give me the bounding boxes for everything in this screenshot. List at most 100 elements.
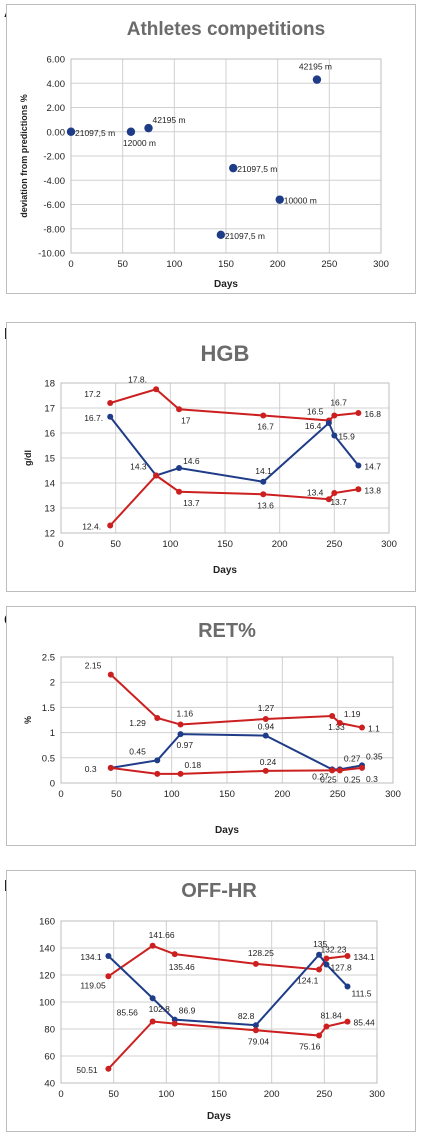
data-point bbox=[107, 764, 114, 771]
data-point bbox=[154, 770, 161, 777]
data-label: 17.2 bbox=[84, 389, 101, 399]
data-point bbox=[153, 386, 160, 393]
data-point bbox=[323, 1023, 330, 1030]
data-label: 85.44 bbox=[354, 1018, 376, 1028]
data-label: 12.4. bbox=[82, 522, 101, 532]
data-point bbox=[176, 406, 183, 413]
y-tick-label: 13 bbox=[44, 504, 55, 515]
data-point bbox=[149, 1018, 156, 1025]
data-label: 0.35 bbox=[366, 751, 383, 761]
data-label: 16.5 bbox=[307, 407, 324, 417]
data-label: 0.3 bbox=[85, 764, 97, 774]
data-point bbox=[176, 465, 183, 471]
data-point bbox=[252, 1027, 259, 1034]
x-tick-label: 50 bbox=[108, 1089, 119, 1100]
chart-a: Athletes competitions -10.00 -8.00 -6.00 -4.… bbox=[19, 19, 389, 290]
data-label: 124.1 bbox=[297, 975, 319, 985]
y-tick-label: -2.00 bbox=[43, 152, 65, 163]
x-tick-label: 150 bbox=[217, 539, 233, 550]
data-point bbox=[149, 995, 156, 1002]
data-label: 1.16 bbox=[177, 709, 194, 719]
x-tick-label: 50 bbox=[111, 789, 122, 800]
data-label: 85.56 bbox=[117, 1007, 139, 1017]
x-axis-label: Days bbox=[207, 1111, 231, 1122]
data-point bbox=[331, 432, 338, 439]
y-tick-label: 14 bbox=[44, 479, 55, 490]
series-line bbox=[110, 733, 363, 771]
data-point bbox=[344, 983, 351, 990]
data-label: 13.4 bbox=[307, 487, 324, 497]
data-point bbox=[260, 478, 267, 485]
data-label: 0.18 bbox=[185, 760, 202, 770]
x-axis-label: Days bbox=[214, 279, 238, 290]
data-label: 0.3 bbox=[366, 774, 378, 784]
data-label: 14.7 bbox=[364, 462, 381, 472]
series-line bbox=[107, 953, 349, 1027]
data-point bbox=[262, 715, 269, 722]
data-label: 141.66 bbox=[149, 930, 175, 940]
y-axis-label: deviation from predictions % bbox=[19, 94, 29, 218]
data-label: 111.5 bbox=[352, 988, 372, 998]
series-line bbox=[107, 944, 348, 978]
data-point bbox=[329, 767, 336, 774]
data-label: 0.24 bbox=[260, 757, 277, 767]
y-tick-label: 4.00 bbox=[47, 79, 66, 90]
data-label: 50.51 bbox=[76, 1065, 98, 1075]
y-tick-label: 100 bbox=[39, 998, 55, 1009]
data-label: 0.25 bbox=[344, 774, 361, 784]
data-label: 13.7 bbox=[330, 497, 347, 507]
y-tick-label: -4.00 bbox=[43, 176, 65, 187]
y-tick-label: 160 bbox=[39, 917, 55, 928]
data-label: 16.7 bbox=[257, 422, 274, 432]
data-point bbox=[336, 767, 343, 774]
panel-b: HGB 12 13 14 15 16 17 18 0 50 100 150 200 250 300 Days g… bbox=[6, 322, 416, 592]
data-label: 42195 m bbox=[153, 115, 186, 125]
y-tick-label: 0.5 bbox=[42, 753, 55, 764]
data-point bbox=[331, 412, 338, 419]
data-label: 16.7. bbox=[84, 413, 103, 423]
panel-d: OFF-HR 40 60 80 100 120 140 160 0 50 100 150 200 250 3… bbox=[6, 870, 416, 1132]
data-point bbox=[105, 973, 112, 980]
data-point bbox=[329, 712, 336, 719]
y-axis-label: g/dl bbox=[23, 450, 33, 466]
panel-c: RET% 0 0.5 1 1.5 2 2.5 0 50 100 150 200 250 300 Days% 2… bbox=[6, 606, 416, 846]
data-label: 134.1 bbox=[80, 952, 102, 962]
data-label: 10000 m bbox=[284, 196, 317, 206]
data-label: 0.45 bbox=[129, 746, 146, 756]
x-tick-label: 0 bbox=[58, 1089, 63, 1100]
y-tick-label: 140 bbox=[39, 944, 55, 955]
data-label: 16.7 bbox=[330, 398, 347, 408]
data-point bbox=[355, 462, 362, 469]
data-point bbox=[359, 724, 366, 731]
x-tick-label: 0 bbox=[58, 539, 63, 550]
data-label: 132.23 bbox=[320, 944, 346, 954]
data-label: 16.4 bbox=[305, 421, 322, 431]
data-label: 1.33 bbox=[328, 722, 345, 732]
data-point bbox=[325, 496, 332, 503]
chart-d: OFF-HR 40 60 80 100 120 140 160 0 50 100 150 200 250 3… bbox=[39, 880, 385, 1122]
y-tick-label: -10.00 bbox=[38, 249, 65, 260]
data-label: 12000 m bbox=[123, 138, 156, 148]
y-tick-label: 0 bbox=[50, 779, 55, 790]
data-point bbox=[325, 420, 332, 426]
data-point bbox=[66, 127, 76, 136]
data-label: 16.8 bbox=[364, 409, 381, 419]
chart-title: OFF-HR bbox=[181, 880, 257, 902]
data-label: 0.97 bbox=[177, 740, 194, 750]
data-point bbox=[252, 960, 259, 967]
x-tick-label: 100 bbox=[158, 1089, 174, 1100]
plot-area bbox=[60, 656, 394, 784]
y-tick-label: 15 bbox=[44, 454, 55, 465]
chart-title: HGB bbox=[201, 341, 250, 366]
data-point bbox=[262, 767, 269, 774]
data-point bbox=[355, 486, 362, 493]
x-tick-label: 200 bbox=[270, 259, 286, 270]
y-tick-label: 60 bbox=[44, 1052, 55, 1063]
data-point bbox=[149, 942, 156, 949]
data-point bbox=[171, 951, 178, 958]
data-point bbox=[126, 127, 136, 136]
data-point bbox=[323, 955, 330, 962]
x-tick-label: 150 bbox=[211, 1089, 227, 1100]
y-tick-label: 17 bbox=[44, 404, 55, 415]
chart-c: RET% 0 0.5 1 1.5 2 2.5 0 50 100 150 200 250 300 Days% 2… bbox=[23, 620, 401, 836]
